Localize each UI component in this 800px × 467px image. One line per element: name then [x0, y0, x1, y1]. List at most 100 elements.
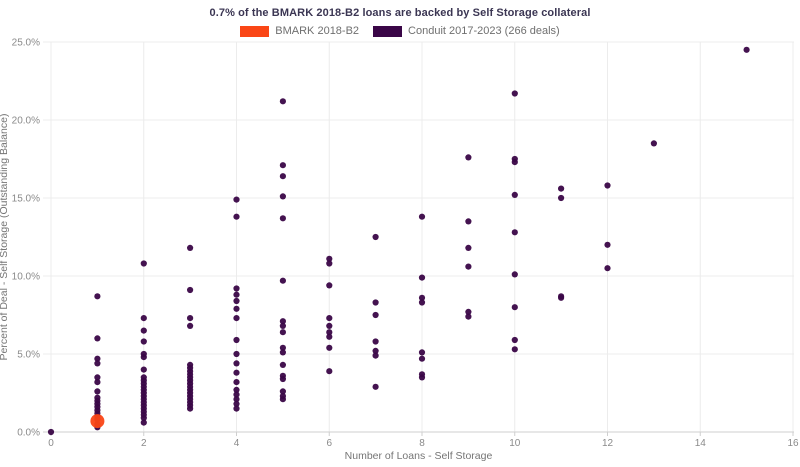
data-point[interactable] [140, 414, 147, 422]
data-point[interactable] [418, 349, 426, 356]
data-point[interactable] [140, 419, 147, 426]
data-point[interactable] [372, 383, 379, 390]
data-point[interactable] [94, 360, 101, 367]
data-point[interactable] [140, 327, 147, 334]
data-point[interactable] [94, 379, 101, 386]
data-point[interactable] [418, 299, 426, 306]
data-point[interactable] [187, 315, 194, 322]
data-point[interactable] [279, 98, 286, 105]
data-point[interactable] [372, 311, 379, 319]
data-point[interactable] [465, 308, 472, 315]
data-point[interactable] [326, 255, 333, 262]
data-point[interactable] [465, 154, 472, 161]
data-point[interactable] [233, 315, 240, 322]
data-point[interactable] [94, 355, 101, 362]
data-point[interactable] [326, 368, 333, 375]
data-point[interactable] [140, 315, 147, 322]
data-point[interactable] [465, 244, 472, 251]
data-point[interactable] [140, 338, 147, 345]
data-point[interactable] [233, 391, 240, 398]
data-point[interactable] [94, 388, 101, 395]
data-point[interactable] [279, 215, 286, 222]
data-point[interactable] [279, 329, 286, 336]
data-point[interactable] [372, 299, 379, 306]
data-point[interactable] [279, 344, 286, 351]
data-point[interactable] [511, 90, 518, 97]
data-point[interactable] [279, 173, 286, 180]
data-point[interactable] [233, 386, 240, 393]
data-point[interactable] [326, 344, 333, 351]
data-point[interactable] [233, 396, 240, 403]
data-point[interactable] [279, 277, 286, 284]
data-point[interactable] [604, 265, 611, 272]
data-point[interactable] [511, 191, 518, 198]
data-point[interactable] [465, 218, 472, 225]
data-point[interactable] [279, 193, 286, 200]
data-point[interactable] [418, 274, 426, 281]
data-point[interactable] [279, 318, 286, 325]
legend-item[interactable]: Conduit 2017-2023 (266 deals) [373, 25, 560, 37]
data-point[interactable] [372, 347, 379, 354]
data-point[interactable] [465, 313, 472, 320]
data-point[interactable] [326, 333, 333, 340]
data-point[interactable] [140, 354, 147, 361]
data-point[interactable] [94, 293, 101, 300]
data-point[interactable] [233, 379, 240, 386]
legend-item[interactable]: BMARK 2018-B2 [240, 25, 359, 37]
data-point[interactable] [511, 346, 518, 353]
data-point[interactable] [326, 315, 333, 322]
data-point[interactable] [604, 241, 611, 248]
data-point[interactable] [511, 271, 518, 278]
data-point[interactable] [326, 282, 333, 289]
data-point[interactable] [140, 366, 147, 373]
data-point[interactable] [558, 194, 565, 202]
data-point[interactable] [233, 196, 240, 203]
data-point[interactable] [650, 140, 658, 147]
data-point[interactable] [418, 294, 426, 301]
data-point[interactable] [372, 352, 379, 359]
data-point[interactable] [187, 286, 194, 294]
data-point[interactable] [279, 396, 286, 403]
data-point[interactable] [233, 360, 240, 367]
data-point[interactable] [233, 336, 240, 344]
data-point[interactable] [279, 375, 286, 383]
data-point[interactable] [418, 374, 426, 381]
data-point[interactable] [511, 229, 518, 236]
data-point[interactable] [233, 405, 240, 412]
data-point[interactable] [187, 244, 194, 251]
data-point[interactable] [233, 350, 240, 358]
data-point[interactable] [372, 338, 379, 345]
data-point[interactable] [279, 349, 286, 356]
data-point[interactable] [233, 400, 240, 407]
data-point[interactable] [279, 162, 286, 169]
data-point[interactable] [187, 322, 194, 329]
data-point[interactable] [418, 355, 426, 362]
data-point[interactable] [511, 159, 518, 166]
data-point[interactable] [604, 182, 611, 189]
data-point[interactable] [326, 260, 333, 267]
data-point[interactable] [372, 233, 379, 241]
data-point[interactable] [743, 46, 750, 53]
data-point[interactable] [558, 185, 565, 192]
data-point[interactable] [511, 304, 518, 311]
data-point[interactable] [233, 213, 240, 220]
data-point[interactable] [279, 388, 286, 395]
data-point[interactable] [279, 322, 286, 329]
data-point[interactable] [187, 405, 194, 412]
data-point[interactable] [326, 329, 333, 336]
data-point[interactable] [465, 263, 472, 270]
data-point[interactable] [233, 291, 240, 298]
data-point[interactable] [47, 428, 55, 436]
data-point[interactable] [279, 361, 286, 368]
data-point[interactable] [511, 336, 518, 344]
data-point[interactable] [558, 294, 565, 301]
data-point[interactable] [140, 260, 147, 267]
data-point[interactable] [233, 305, 240, 312]
data-point[interactable] [418, 213, 426, 220]
data-point[interactable] [90, 414, 105, 429]
data-point[interactable] [233, 369, 240, 376]
data-point[interactable] [94, 374, 101, 381]
data-point[interactable] [326, 322, 333, 329]
data-point[interactable] [233, 285, 240, 292]
data-point[interactable] [233, 297, 240, 305]
